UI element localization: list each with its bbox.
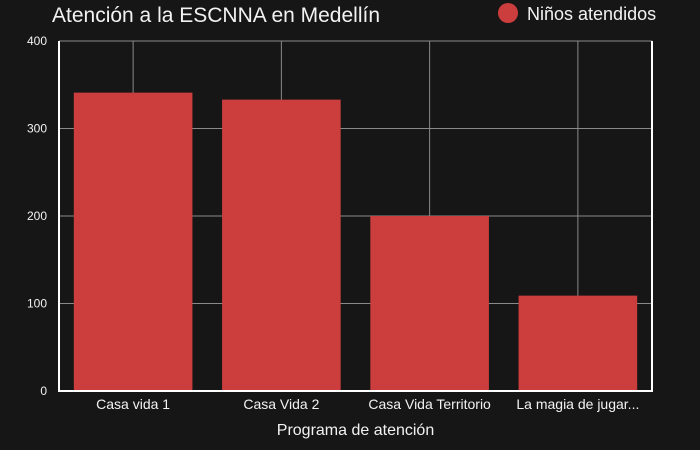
x-tick-label: La magia de jugar... [516,396,639,412]
bar[interactable] [370,216,489,391]
legend-swatch [498,3,518,23]
bars [73,92,638,391]
legend[interactable]: Niños atendidos [498,3,656,24]
x-axis-title: Programa de atención [277,422,434,439]
legend-label: Niños atendidos [527,4,656,24]
bar[interactable] [518,295,638,391]
y-tick-label: 200 [27,209,47,223]
axes [58,41,653,392]
bar[interactable] [222,99,341,391]
y-tick-label: 400 [27,34,47,48]
x-axis-ticks: Casa vida 1 Casa Vida 2 Casa Vida Territor… [96,396,639,412]
y-tick-label: 100 [27,297,47,311]
chart-title: Atención a la ESCNNA en Medellín [52,4,380,27]
bar[interactable] [73,92,193,391]
x-tick-label: Casa Vida 2 [243,396,319,412]
x-tick-label: Casa vida 1 [96,396,170,412]
y-tick-label: 0 [40,384,47,398]
y-axis-ticks: 0 100 200 300 400 [27,34,47,398]
x-tick-label: Casa Vida Territorio [368,396,491,412]
y-tick-label: 300 [27,122,47,136]
